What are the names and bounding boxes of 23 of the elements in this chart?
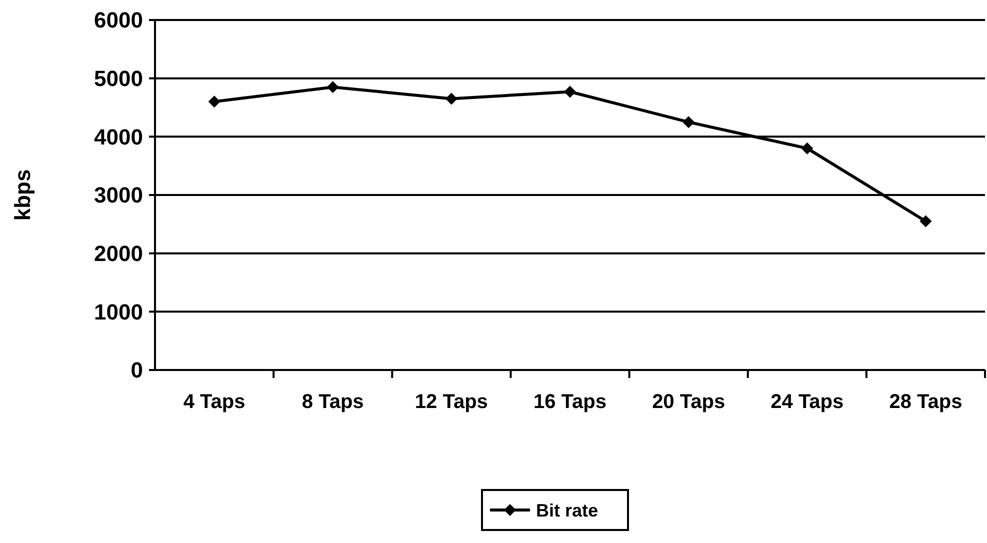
point — [208, 96, 220, 108]
x-tick-label: 20 Taps — [652, 391, 726, 413]
point — [564, 86, 576, 98]
point — [801, 142, 814, 154]
y-tick-label: 3000 — [94, 182, 143, 208]
y-tick-label: 6000 — [94, 8, 143, 33]
y-tick-label: 1000 — [94, 299, 143, 324]
y-tick-label: 0 — [130, 358, 143, 383]
y-axis-title: kbps — [10, 169, 35, 221]
point — [682, 116, 695, 128]
point — [326, 81, 339, 94]
x-tick-label: 8 Taps — [302, 391, 364, 413]
x-tick-label: 4 Taps — [183, 391, 246, 413]
point — [920, 215, 932, 228]
y-tick-label: 2000 — [94, 241, 143, 266]
legend-label: Bit rate — [536, 500, 598, 520]
y-tick-label: 4000 — [94, 124, 143, 150]
x-tick-label: 12 Taps — [414, 391, 488, 413]
x-tick-label: 24 Taps — [770, 391, 844, 413]
x-tick-label: 16 Taps — [534, 391, 606, 413]
point — [445, 92, 458, 105]
x-tick-label: 28 Taps — [889, 391, 962, 413]
y-tick-label: 5000 — [94, 66, 143, 92]
